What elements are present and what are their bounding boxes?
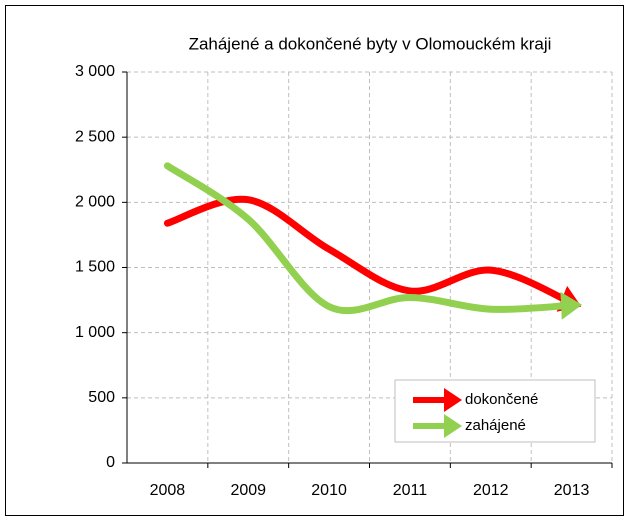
y-tick-label: 2 500 [75,128,115,145]
y-tick-label: 1 500 [75,259,115,276]
legend-box [394,379,596,443]
y-tick-label: 2 000 [75,194,115,211]
y-tick-label: 0 [106,454,115,471]
x-tick-label: 2011 [393,482,428,499]
series-line [163,162,583,320]
x-tick-label: 2012 [473,482,509,499]
chart-title: Zahájené a dokončené byty v Olomouckém k… [189,34,552,53]
x-tick-label: 2008 [150,482,186,499]
series-line [163,195,582,312]
y-tick-label: 1 000 [75,324,115,341]
x-tick-label: 2009 [230,482,266,499]
y-tick-label: 3 000 [75,63,115,80]
legend-label: zahájené [465,417,526,434]
x-tick-label: 2010 [311,482,347,499]
legend-label: dokončené [465,391,538,408]
y-tick-label: 500 [88,389,115,406]
x-tick-label: 2013 [554,482,590,499]
